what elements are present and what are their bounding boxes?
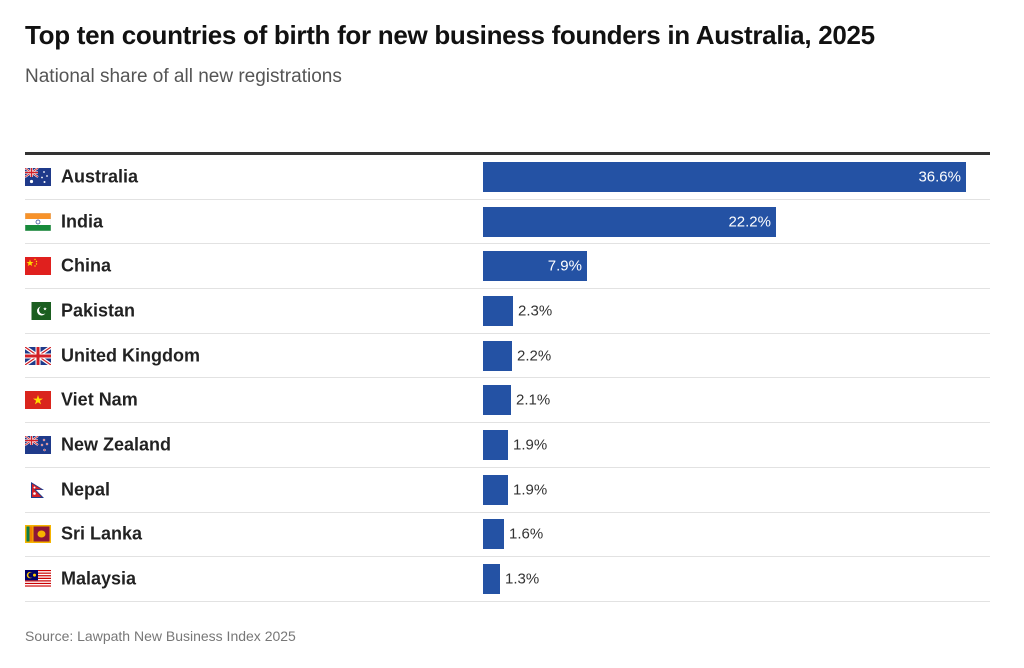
nepal-flag-icon: [25, 481, 51, 499]
chart-title: Top ten countries of birth for new busin…: [25, 20, 875, 50]
data-label: 1.9%: [513, 481, 548, 499]
category-label: Nepal: [61, 479, 111, 500]
new-zealand-flag-icon: [24, 435, 51, 454]
category-label: Viet Nam: [61, 389, 138, 410]
data-label: 2.3%: [518, 302, 553, 320]
india-flag-icon: [24, 212, 52, 231]
category-label: China: [61, 255, 112, 276]
top-rule: [25, 152, 990, 155]
malaysia-flag-icon: [25, 570, 51, 589]
sri-lanka-flag-icon: [25, 525, 51, 544]
data-label: 36.6%: [918, 168, 961, 186]
data-label: 1.3%: [505, 570, 540, 588]
category-label: United Kingdom: [61, 345, 200, 366]
source-note: Source: Lawpath New Business Index 2025: [25, 628, 296, 644]
chart-subtitle: National share of all new registrations: [25, 66, 342, 87]
category-label: Pakistan: [61, 300, 136, 321]
table-row: New Zealand 1.9%: [24, 423, 990, 468]
pakistan-flag-icon: [25, 301, 51, 320]
bar: [483, 474, 508, 505]
table-row: Malaysia 1.3%: [25, 557, 990, 602]
data-label: 1.9%: [513, 436, 548, 454]
data-label: 2.2%: [517, 347, 552, 365]
bar: [483, 429, 508, 460]
bar-chart: Australia 36.6% India 22.2% China 7.9% Pakista…: [23, 152, 990, 602]
data-label: 22.2%: [728, 213, 771, 231]
table-row: Pakistan 2.3%: [25, 289, 990, 334]
category-label: India: [61, 211, 104, 232]
table-row: China 7.9%: [25, 244, 990, 290]
category-label: Australia: [61, 166, 139, 187]
bar: [483, 564, 500, 595]
data-label: 7.9%: [547, 257, 582, 275]
table-row: Sri Lanka 1.6%: [25, 513, 990, 558]
table-row: Viet Nam 2.1%: [25, 378, 990, 424]
bar: [483, 251, 587, 282]
table-row: Australia 36.6%: [24, 155, 990, 200]
category-label: Malaysia: [61, 568, 137, 589]
bar: [483, 340, 512, 371]
data-label: 1.6%: [509, 525, 544, 543]
australia-flag-icon: [24, 167, 51, 186]
bar: [483, 519, 504, 550]
data-label: 2.1%: [516, 391, 551, 409]
category-label: New Zealand: [61, 434, 172, 455]
bar: [483, 206, 776, 237]
bar: [483, 385, 511, 416]
united-kingdom-flag-icon: [23, 345, 53, 367]
china-flag-icon: [25, 257, 51, 276]
table-row: India 22.2%: [24, 200, 990, 245]
category-label: Sri Lanka: [61, 523, 143, 544]
bar: [483, 295, 513, 326]
table-row: United Kingdom 2.2%: [23, 334, 990, 379]
table-row: Nepal 1.9%: [25, 468, 990, 513]
bar: [483, 161, 966, 192]
chart-rows: Australia 36.6% India 22.2% China 7.9% Pakista…: [23, 155, 990, 602]
viet-nam-flag-icon: [25, 391, 51, 410]
